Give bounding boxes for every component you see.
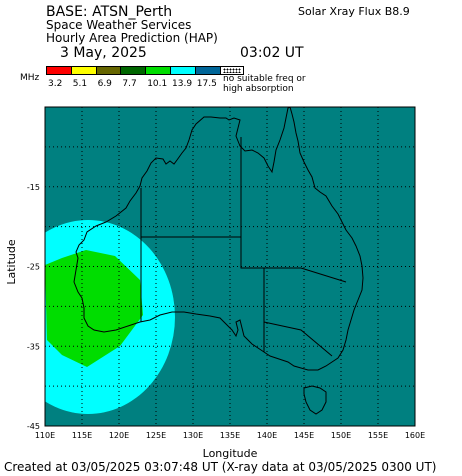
legend-label-10-1: 10.1 [147,79,168,89]
legend-label-13-9: 13.9 [172,79,193,89]
legend-label-3-2: 3.2 [48,79,63,89]
sa-qld-border [240,237,301,269]
x-tick-label-155E: 155E [368,431,388,440]
x-tick-label-110E: 110E [35,431,55,440]
legend-no-freq-swatch [220,66,244,75]
prediction-date: 3 May, 2025 [60,45,147,61]
x-tick-label-120E: 120E [109,431,129,440]
prediction-time: 03:02 UT [240,45,304,61]
x-tick-label-150E: 150E [331,431,351,440]
y-tick-label--15: -15 [27,183,40,192]
nsw-qld-border [300,267,347,283]
x-tick-label-140E: 140E [257,431,277,440]
x-axis-ticks: 110E 115E 120E 125E 130E 135E 140E 145E 150E 155E… [35,431,425,440]
base-station-title: BASE: ATSN_Perth [46,4,173,20]
x-tick-label-160E: 160E [405,431,425,440]
state-borders [140,137,347,357]
x-tick-label-130E: 130E [183,431,203,440]
y-axis-ticks: -15 -25 -35 -45 [27,183,40,431]
x-tick-label-135E: 135E [220,431,240,440]
legend-label-7-7: 7.7 [122,79,137,89]
footer-created: Created at 03/05/2025 03:07:48 UT (X-ray… [4,460,437,474]
xray-flux: Solar Xray Flux B8.9 [298,5,410,18]
x-tick-label-125E: 125E [146,431,166,440]
legend-label-6-9: 6.9 [97,79,112,89]
x-tick-label-115E: 115E [72,431,92,440]
x-tick-label-145E: 145E [294,431,314,440]
plot-frame [44,106,416,427]
service-name: Space Weather Services [46,18,192,32]
vic-nsw-border [263,321,333,357]
y-axis-label: Latitude [5,239,18,285]
australia-coastline [73,107,364,371]
legend-no-freq-label-1: no suitable freq or [223,74,306,84]
legend-no-freq-label-2: high absorption [223,84,294,94]
y-tick-label--35: -35 [27,342,40,351]
legend-label-5-1: 5.1 [72,79,88,89]
legend-label-17-5: 17.5 [196,79,217,89]
grid [45,107,415,426]
tasmania [303,385,327,415]
y-tick-label--25: -25 [27,263,40,272]
product-name: Hourly Area Prediction (HAP) [46,31,218,45]
x-axis-label: Longitude [203,447,258,460]
y-tick-label--45: -45 [27,422,40,431]
legend-unit: MHz [20,73,40,83]
